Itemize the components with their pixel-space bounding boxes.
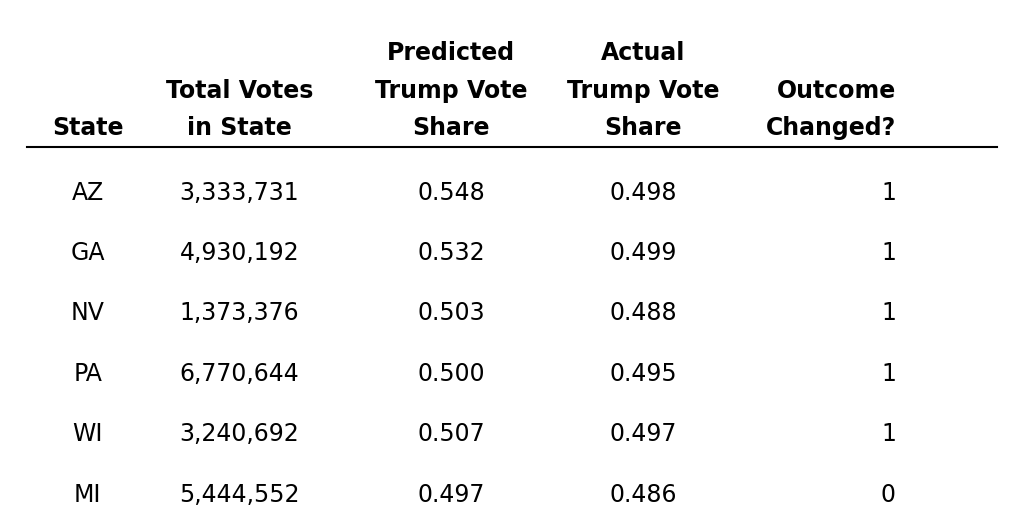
Text: 1: 1 <box>881 361 896 385</box>
Text: 0.500: 0.500 <box>418 361 485 385</box>
Text: Trump Vote: Trump Vote <box>375 78 527 102</box>
Text: 0.507: 0.507 <box>418 421 485 445</box>
Text: NV: NV <box>71 301 104 325</box>
Text: in State: in State <box>187 116 292 139</box>
Text: 0.548: 0.548 <box>418 180 485 204</box>
Text: 0.495: 0.495 <box>609 361 677 385</box>
Text: 4,930,192: 4,930,192 <box>179 241 299 265</box>
Text: 1: 1 <box>881 241 896 265</box>
Text: 0.497: 0.497 <box>418 482 485 505</box>
Text: 0: 0 <box>881 482 896 505</box>
Text: 0.532: 0.532 <box>418 241 485 265</box>
Text: 3,240,692: 3,240,692 <box>179 421 299 445</box>
Text: 1: 1 <box>881 421 896 445</box>
Text: 0.498: 0.498 <box>609 180 677 204</box>
Text: 0.503: 0.503 <box>418 301 485 325</box>
Text: AZ: AZ <box>72 180 103 204</box>
Text: WI: WI <box>73 421 103 445</box>
Text: Changed?: Changed? <box>766 116 896 139</box>
Text: 0.488: 0.488 <box>609 301 677 325</box>
Text: 0.499: 0.499 <box>609 241 677 265</box>
Text: 0.497: 0.497 <box>609 421 677 445</box>
Text: Actual: Actual <box>601 41 685 65</box>
Text: State: State <box>52 116 124 139</box>
Text: 1,373,376: 1,373,376 <box>179 301 299 325</box>
Text: PA: PA <box>74 361 102 385</box>
Text: Share: Share <box>413 116 490 139</box>
Text: Total Votes: Total Votes <box>166 78 313 102</box>
Text: Share: Share <box>604 116 682 139</box>
Text: GA: GA <box>71 241 105 265</box>
Text: Trump Vote: Trump Vote <box>567 78 720 102</box>
Text: Outcome: Outcome <box>776 78 896 102</box>
Text: Predicted: Predicted <box>387 41 515 65</box>
Text: 6,770,644: 6,770,644 <box>179 361 299 385</box>
Text: 1: 1 <box>881 180 896 204</box>
Text: 1: 1 <box>881 301 896 325</box>
Text: 0.486: 0.486 <box>609 482 677 505</box>
Text: 3,333,731: 3,333,731 <box>179 180 299 204</box>
Text: 5,444,552: 5,444,552 <box>179 482 299 505</box>
Text: MI: MI <box>74 482 101 505</box>
